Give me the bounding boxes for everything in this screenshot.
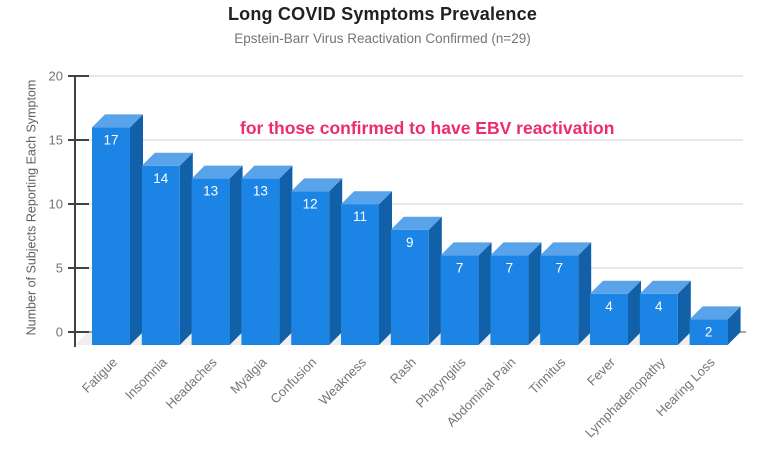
bar-side-face xyxy=(329,178,343,345)
bar-front-face xyxy=(92,127,130,346)
bar-front-face xyxy=(440,255,479,345)
bar-top-face xyxy=(341,191,392,205)
bar-front-face xyxy=(540,255,579,345)
bar-side-face xyxy=(179,152,193,345)
bar-side-face xyxy=(677,280,691,345)
bar-value-label: 4 xyxy=(605,299,613,314)
bar-value-label: 14 xyxy=(153,171,169,186)
y-axis-tick-label: 5 xyxy=(56,261,63,276)
x-axis-category-label: Headaches xyxy=(163,354,220,411)
bar-side-face xyxy=(578,242,592,345)
bar-side-face xyxy=(478,242,492,345)
bar-value-label: 2 xyxy=(705,324,713,339)
bar-top-face xyxy=(92,114,143,128)
bar-top-face xyxy=(191,165,243,179)
bar-front-face xyxy=(291,191,330,345)
bar-value-label: 12 xyxy=(303,196,318,211)
bar-value-label: 4 xyxy=(655,299,663,314)
y-axis-tick-label: 15 xyxy=(49,133,63,148)
y-axis-title: Number of Subjects Reporting Each Sympto… xyxy=(24,79,39,336)
bar-value-label: 7 xyxy=(456,260,464,275)
x-axis-category-label: Rash xyxy=(387,355,419,387)
bar-value-label: 9 xyxy=(406,235,414,250)
bar-front-face xyxy=(341,204,379,345)
x-axis-category-label: Myalgia xyxy=(227,354,270,397)
x-axis-category-label: Insomnia xyxy=(122,354,170,402)
bar-side-face xyxy=(379,191,392,345)
chart-title: Long COVID Symptoms Prevalence xyxy=(227,4,538,24)
bar-side-face xyxy=(428,216,442,345)
bar-side-face xyxy=(130,114,143,346)
y-axis-tick-label: 20 xyxy=(49,69,63,84)
bar-front-face xyxy=(689,319,728,345)
bar-front-face xyxy=(191,178,230,345)
bar-value-label: 17 xyxy=(103,132,118,147)
bar-top-face xyxy=(141,152,193,166)
x-axis-category-label: Confusion xyxy=(267,355,319,407)
bar-front-face xyxy=(639,293,678,345)
bar-front-face xyxy=(241,178,280,345)
x-axis-category-label: Weakness xyxy=(316,354,370,408)
bar-top-face xyxy=(390,216,442,230)
bar-side-face xyxy=(528,242,542,345)
bar-top-face xyxy=(590,280,641,294)
chart-annotation: for those confirmed to have EBV reactiva… xyxy=(240,118,615,138)
bar-top-face xyxy=(639,280,691,294)
bar-top-face xyxy=(540,242,592,256)
bar-front-face xyxy=(390,229,429,345)
x-axis-category-label: Fatigue xyxy=(79,355,120,396)
bar-value-label: 7 xyxy=(506,260,514,275)
chart-subtitle: Epstein-Barr Virus Reactivation Confirme… xyxy=(234,31,531,46)
y-axis-tick-label: 0 xyxy=(56,325,63,340)
bar-top-face xyxy=(440,242,492,256)
x-axis-category-label: Fever xyxy=(584,354,619,389)
bar-side-face xyxy=(229,165,243,345)
bar-top-face xyxy=(689,306,741,320)
bar-front-face xyxy=(490,255,529,345)
bar-value-label: 13 xyxy=(203,184,218,199)
bar-side-face xyxy=(628,280,641,345)
bar-value-label: 11 xyxy=(353,209,367,224)
x-axis-category-label: Tinnitus xyxy=(526,354,569,397)
bar-top-face xyxy=(241,165,293,179)
bar-value-label: 7 xyxy=(555,260,563,275)
bar-front-face xyxy=(590,293,628,345)
bar-front-face xyxy=(141,165,180,345)
bar-top-face xyxy=(291,178,343,192)
bar-side-face xyxy=(279,165,293,345)
bar-side-face xyxy=(727,306,741,345)
y-axis-tick-label: 10 xyxy=(49,197,63,212)
bar-top-face xyxy=(490,242,542,256)
bar-value-label: 13 xyxy=(253,184,268,199)
